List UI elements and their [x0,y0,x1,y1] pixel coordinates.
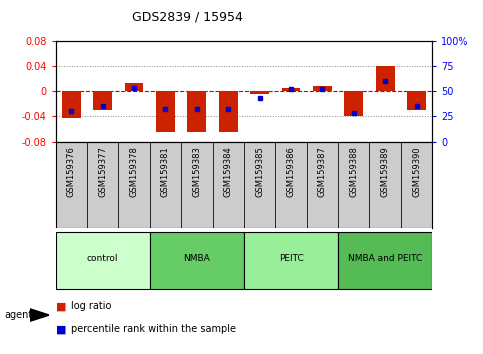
Text: ■: ■ [56,324,66,334]
Bar [87,142,118,228]
Bar [407,91,426,110]
Bar [376,66,395,91]
Polygon shape [30,309,49,321]
Bar [125,83,143,91]
Text: GSM159377: GSM159377 [98,146,107,197]
Bar [244,232,338,289]
Text: GSM159385: GSM159385 [255,146,264,197]
Text: NMBA and PEITC: NMBA and PEITC [348,255,422,263]
Bar [313,86,332,91]
Bar [219,91,238,132]
Bar [401,142,432,228]
Text: GSM159378: GSM159378 [129,146,139,197]
Text: log ratio: log ratio [71,301,112,311]
Bar [250,91,269,94]
Bar [56,142,87,228]
Text: GSM159386: GSM159386 [286,146,296,197]
Text: GSM159384: GSM159384 [224,146,233,197]
Bar [307,142,338,228]
Text: GSM159390: GSM159390 [412,146,421,196]
Bar [344,91,363,116]
Bar [156,91,175,132]
Bar [187,91,206,132]
Text: GSM159387: GSM159387 [318,146,327,197]
Text: percentile rank within the sample: percentile rank within the sample [71,324,236,334]
Text: agent: agent [5,310,33,320]
Bar [150,142,181,228]
Text: PEITC: PEITC [279,255,303,263]
Text: ■: ■ [56,301,66,311]
Bar [338,232,432,289]
Bar [181,142,213,228]
Text: GSM159383: GSM159383 [192,146,201,197]
Text: GSM159388: GSM159388 [349,146,358,197]
Bar [150,232,244,289]
Text: GSM159381: GSM159381 [161,146,170,197]
Bar [93,91,112,110]
Bar [369,142,401,228]
Bar [62,91,81,118]
Bar [118,142,150,228]
Bar [213,142,244,228]
Text: NMBA: NMBA [184,255,210,263]
Bar [275,142,307,228]
Bar [56,232,150,289]
Text: control: control [87,255,118,263]
Text: GSM159376: GSM159376 [67,146,76,197]
Text: GDS2839 / 15954: GDS2839 / 15954 [132,10,243,23]
Bar [338,142,369,228]
Text: GSM159389: GSM159389 [381,146,390,197]
Bar [282,88,300,91]
Bar [244,142,275,228]
